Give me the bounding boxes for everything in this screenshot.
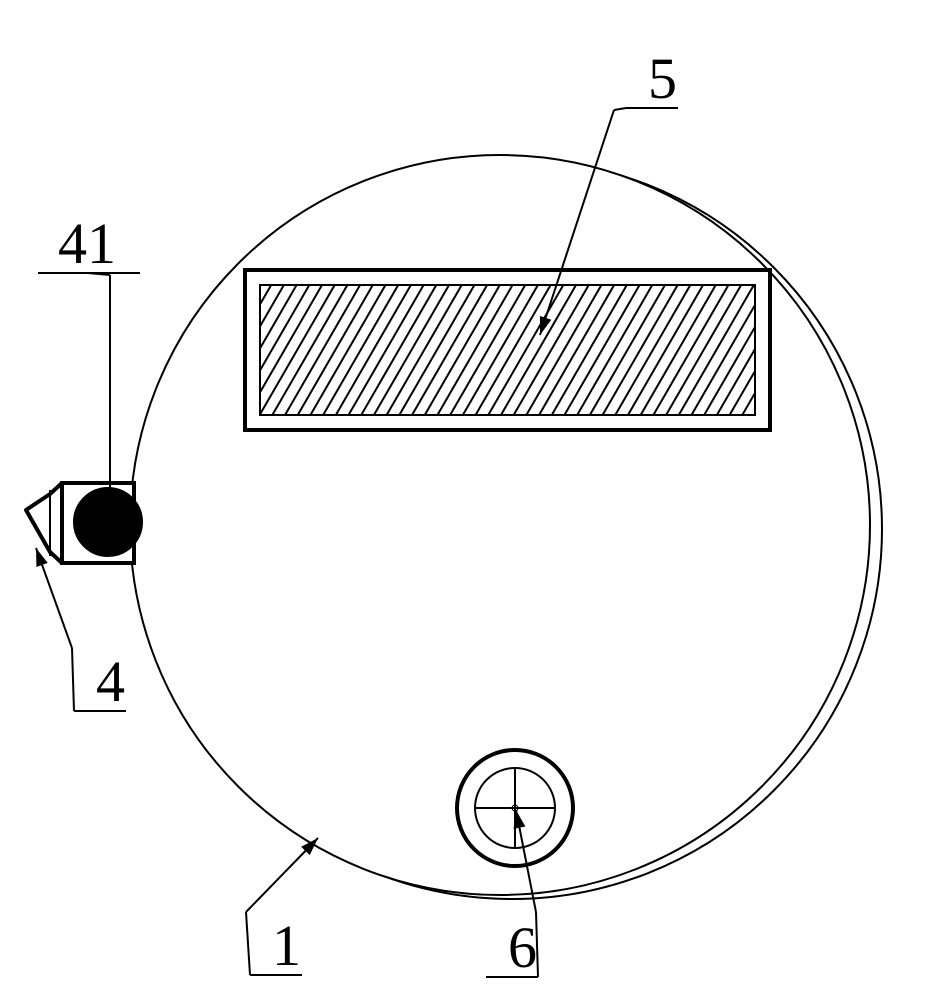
label-6: 6 [508,914,537,981]
diagram-svg [0,0,938,1000]
label-1: 1 [272,912,301,979]
label-5: 5 [648,45,677,112]
label-4: 4 [96,648,125,715]
label-41: 41 [58,210,116,277]
